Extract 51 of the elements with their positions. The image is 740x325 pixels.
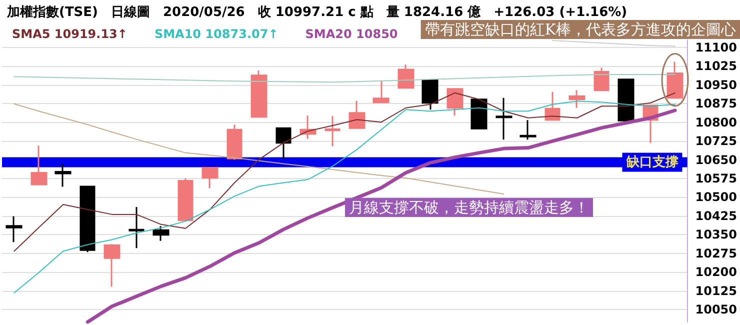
line-series	[86, 108, 677, 324]
y-tick-label: 10800	[695, 115, 737, 130]
y-tick-label: 11100	[695, 40, 737, 54]
candlestick	[54, 162, 72, 188]
candlestick	[152, 225, 170, 242]
text: SMA20 10850	[305, 27, 398, 41]
y-tick-label: 11025	[695, 59, 737, 74]
y-tick-label: 10125	[695, 284, 737, 298]
y-tick-label: 10275	[695, 246, 737, 260]
candlestick	[544, 91, 560, 121]
y-tick-label: 10575	[695, 172, 737, 186]
candlestick	[250, 70, 268, 118]
candlestick	[6, 215, 22, 243]
candlestick	[128, 206, 144, 249]
y-tick-label: 10950	[695, 78, 737, 92]
candlestick	[496, 97, 512, 140]
chart-title: 加權指數(TSE) 日線圖 2020/05/26 收 10997.21 c 點 量 1824.16 億 +126.03 (+1.16%)	[6, 4, 628, 20]
y-tick-label: 10050	[695, 302, 737, 317]
candlestick	[226, 124, 242, 161]
text: 帶有跳空缺口的紅K棒，代表多方進攻的企圖心	[424, 20, 736, 38]
candlestick	[568, 89, 586, 109]
candlestick	[348, 100, 366, 129]
candlestick	[666, 60, 684, 99]
y-tick-label: 10350	[695, 228, 737, 242]
candlestick	[398, 64, 414, 89]
candlestick	[594, 66, 610, 92]
candlestick	[30, 144, 48, 186]
candlestick	[422, 79, 438, 110]
y-tick-label: 10650	[695, 152, 737, 167]
y-tick-label: 10875	[695, 96, 737, 111]
y-tick-label: 10500	[695, 190, 737, 204]
candlestick	[520, 119, 536, 140]
candlestick	[446, 88, 464, 116]
candlestick	[202, 166, 218, 189]
candlestick	[104, 243, 120, 288]
candlestick	[618, 78, 634, 122]
candlestick	[276, 127, 292, 160]
y-tick-label: 10200	[695, 265, 737, 280]
y-tick-label: 10725	[695, 134, 737, 148]
candlestick	[372, 80, 390, 104]
band-label: 缺口支撐	[625, 154, 678, 170]
candlestick	[324, 115, 340, 148]
line-series	[14, 103, 504, 194]
candlestick	[178, 178, 194, 222]
y-tick-label: 10425	[695, 208, 737, 223]
text: SMA10 10873.07↑	[154, 27, 278, 41]
candlestick	[470, 98, 488, 130]
line-series	[14, 74, 676, 83]
candlestick	[80, 185, 96, 253]
annotation: 月線支撐不破，走勢持續震盪走多！	[349, 198, 589, 216]
text: SMA5 10919.13↑	[12, 27, 128, 41]
